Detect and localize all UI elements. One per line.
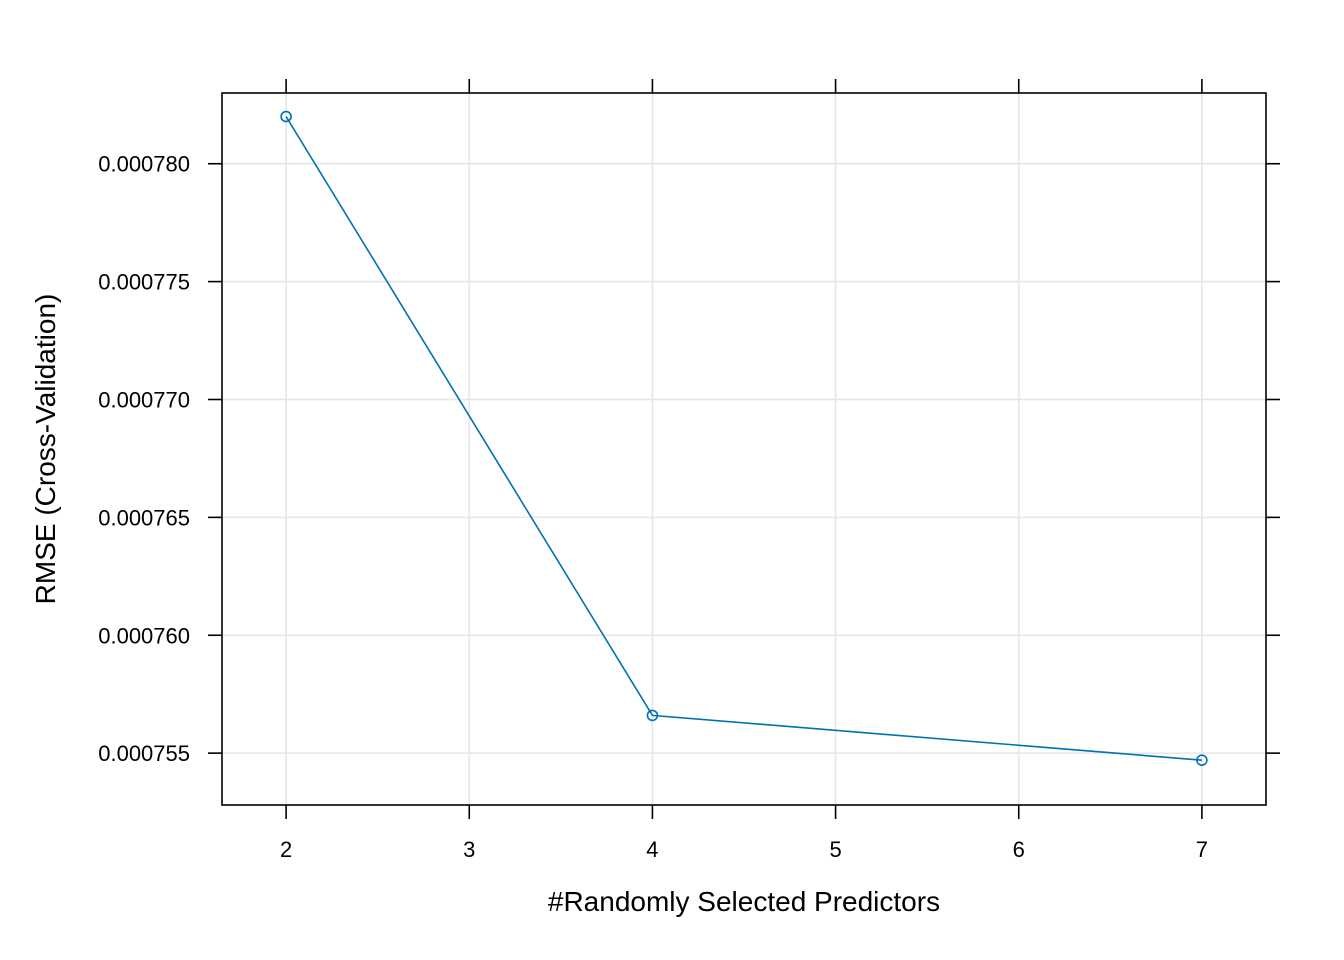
y-tick-label: 0.000780	[98, 152, 190, 177]
data-point	[280, 110, 292, 123]
data-point	[646, 709, 659, 722]
series-layer	[280, 110, 1208, 767]
x-axis-title: #Randomly Selected Predictors	[548, 886, 940, 917]
series-line	[285, 116, 1202, 762]
y-tick-label: 0.000765	[98, 505, 190, 530]
ticks: 2 3 4 5 6 7 0.000755 0.000760 0.000765 0.000770 0.…	[98, 79, 1280, 862]
x-tick-label: 6	[1013, 837, 1025, 862]
y-axis-title: RMSE (Cross-Validation)	[30, 294, 61, 605]
y-tick-label: 0.000775	[98, 270, 190, 295]
data-point	[1196, 754, 1208, 767]
x-tick-label: 7	[1196, 837, 1208, 862]
grid	[222, 93, 1266, 805]
y-tick-label: 0.000755	[98, 741, 190, 766]
x-tick-label: 3	[463, 837, 475, 862]
x-tick-label: 2	[280, 837, 292, 862]
y-tick-label: 0.000760	[98, 623, 190, 648]
x-tick-label: 4	[646, 837, 658, 862]
x-tick-label: 5	[829, 837, 841, 862]
plot-frame	[221, 92, 1267, 806]
y-tick-label: 0.000770	[98, 387, 190, 412]
